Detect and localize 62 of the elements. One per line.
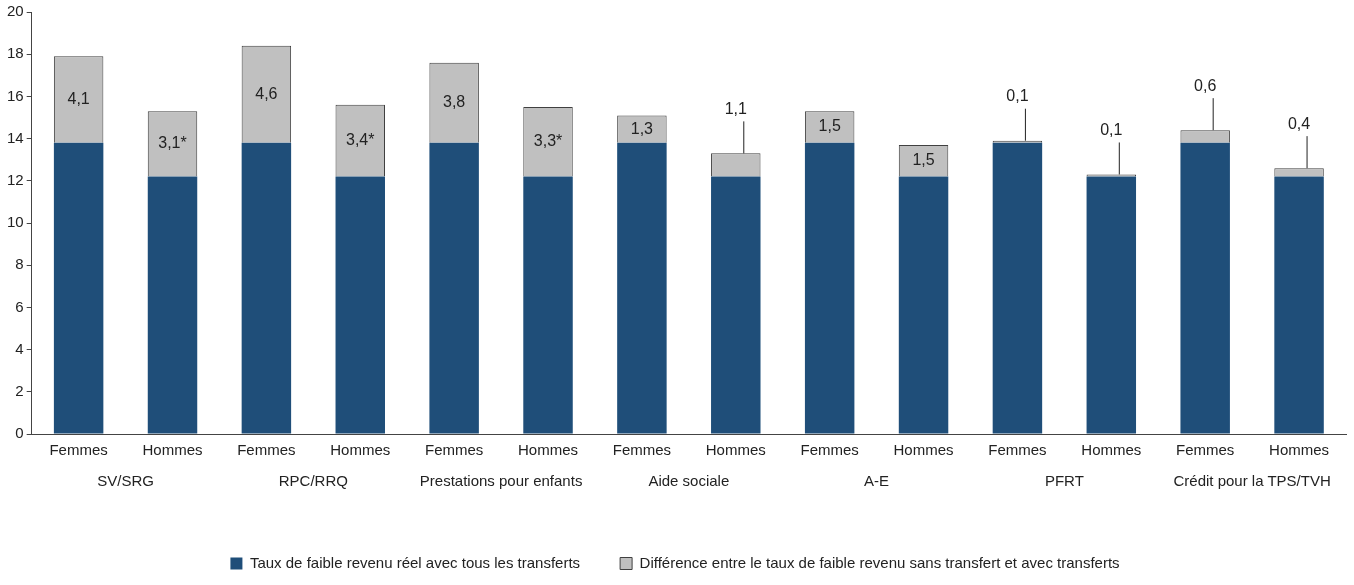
bar bbox=[898, 176, 949, 434]
data-label: 3,1* bbox=[158, 134, 187, 152]
x-tick-label: Hommes bbox=[142, 441, 203, 459]
y-tick-label: 2 bbox=[15, 381, 24, 399]
y-tick-label: 16 bbox=[7, 86, 24, 104]
x-tick-label: Femmes bbox=[612, 441, 672, 459]
y-tick-label: 20 bbox=[7, 2, 24, 20]
x-tick-label: Femmes bbox=[988, 441, 1047, 459]
y-tick-label: 10 bbox=[7, 213, 24, 231]
text: PFRT bbox=[1044, 471, 1084, 489]
bar bbox=[804, 142, 855, 434]
data-label: 0,4 bbox=[1287, 114, 1311, 132]
x-tick-label: Hommes bbox=[705, 441, 766, 459]
y-tick-label: 8 bbox=[15, 255, 24, 273]
bar bbox=[241, 142, 292, 434]
x-tick-label: Femmes bbox=[49, 441, 108, 459]
text: Crédit pour la TPS/TVH bbox=[1173, 471, 1331, 489]
x-tick-label: Femmes bbox=[237, 441, 296, 459]
bar bbox=[1086, 176, 1137, 434]
data-label: 0,1 bbox=[1100, 120, 1123, 138]
bar bbox=[429, 142, 479, 434]
bar bbox=[1274, 176, 1324, 434]
y-tick-label: 4 bbox=[15, 339, 24, 357]
bar bbox=[53, 142, 104, 434]
text: A-E bbox=[864, 471, 890, 489]
text: Prestations pour enfants bbox=[419, 471, 583, 489]
data-label: 0,1 bbox=[1006, 87, 1029, 105]
data-label: 4,6 bbox=[255, 84, 278, 102]
y-tick-label: 18 bbox=[7, 44, 24, 62]
x-tick-label: Hommes bbox=[1269, 441, 1330, 459]
bar bbox=[711, 176, 761, 434]
bar bbox=[1180, 142, 1230, 434]
data-label: 3,4* bbox=[346, 131, 375, 149]
data-label: 3,8 bbox=[443, 93, 466, 111]
x-tick-label: Hommes bbox=[330, 441, 391, 459]
x-tick-label: Femmes bbox=[1176, 441, 1235, 459]
bar bbox=[992, 142, 1043, 434]
y-tick-label: 12 bbox=[7, 170, 24, 188]
x-tick-label: Hommes bbox=[1081, 441, 1142, 459]
data-label: 1,5 bbox=[912, 151, 935, 169]
x-tick-label: Femmes bbox=[424, 441, 484, 459]
text: Aide sociale bbox=[648, 471, 730, 489]
data-label: 1,3 bbox=[630, 119, 654, 137]
bar bbox=[523, 176, 573, 434]
data-label: 0,6 bbox=[1194, 76, 1217, 94]
data-label: 4,1 bbox=[67, 89, 90, 107]
y-tick-label: 0 bbox=[15, 424, 24, 442]
bar bbox=[617, 142, 667, 434]
x-tick-label: Femmes bbox=[800, 441, 859, 459]
bar bbox=[147, 176, 198, 434]
y-tick-label: 14 bbox=[7, 128, 24, 146]
text: RPC/RRQ bbox=[278, 471, 348, 489]
bar bbox=[335, 176, 385, 434]
data-label: 1,1 bbox=[724, 99, 747, 117]
x-tick-label: Hommes bbox=[518, 441, 579, 459]
x-tick-label: Hommes bbox=[893, 441, 954, 459]
y-tick-label: 6 bbox=[15, 297, 24, 315]
data-label: 3,3* bbox=[533, 132, 563, 150]
data-label: 1,5 bbox=[818, 117, 841, 135]
text: SV/SRG bbox=[97, 471, 154, 489]
legend-label: Taux de faible revenu réel avec tous les transferts bbox=[249, 553, 581, 571]
legend-label: Différence entre le taux de faible revenu sans transfert et avec transferts bbox=[639, 553, 1120, 571]
